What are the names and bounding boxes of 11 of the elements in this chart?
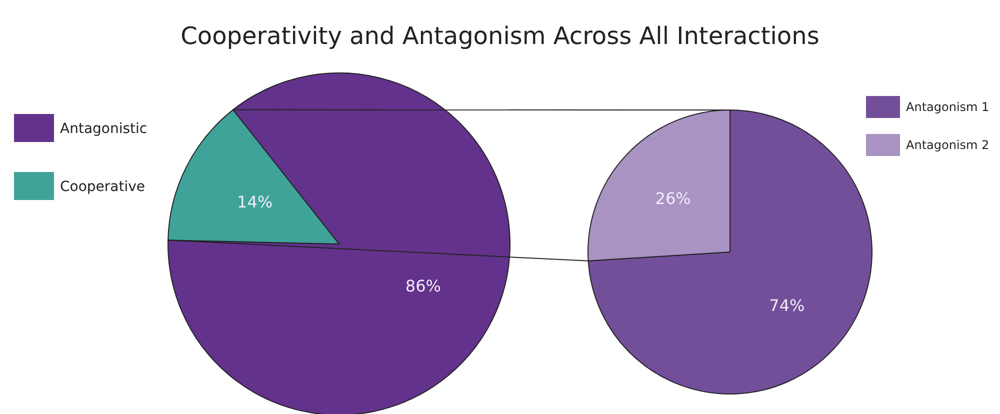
legend-label: Cooperative	[60, 178, 146, 195]
data-label: 26%	[655, 189, 691, 208]
legend-label: Antagonism 1	[906, 100, 990, 114]
data-label: 74%	[769, 296, 805, 316]
chart-title: Cooperativity and Antagonism Across All Interactions	[180, 22, 820, 50]
data-label: 14%	[237, 192, 273, 212]
pie-slice	[168, 72, 510, 414]
legend-label: Antagonistic	[60, 120, 148, 137]
data-label: 86%	[405, 276, 441, 296]
legend-label: Antagonism 2	[906, 138, 990, 152]
pie-slice	[588, 110, 872, 394]
